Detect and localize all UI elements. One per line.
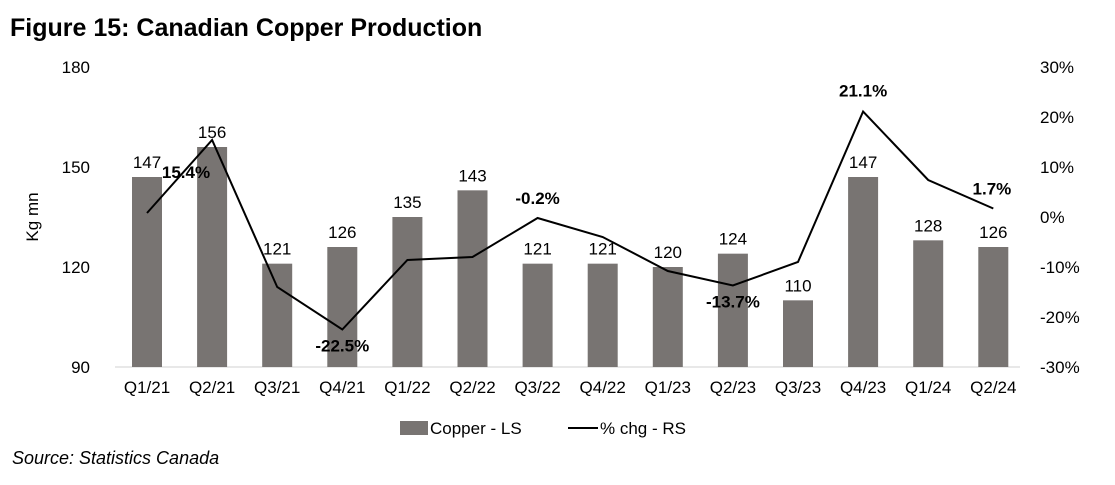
line-data-label: 21.1%	[839, 82, 887, 101]
x-tick-label: Q2/21	[189, 378, 235, 397]
bar-data-label: 147	[849, 153, 877, 172]
x-tick-label: Q3/21	[254, 378, 300, 397]
bar	[327, 247, 358, 367]
chart-title: Figure 15: Canadian Copper Production	[10, 14, 483, 42]
left-tick-label: 90	[71, 358, 90, 377]
left-tick-label: 150	[62, 158, 90, 177]
right-tick-label: 0%	[1040, 208, 1065, 227]
bar	[262, 263, 293, 367]
bar-data-label: 120	[654, 243, 682, 262]
bar	[848, 177, 879, 367]
bar-data-label: 121	[523, 240, 551, 259]
bar	[717, 253, 748, 367]
x-tick-label: Q3/22	[514, 378, 560, 397]
left-tick-label: 180	[62, 58, 90, 77]
right-tick-label: 30%	[1040, 58, 1074, 77]
x-tick-label: Q2/23	[710, 378, 756, 397]
bar-data-label: 124	[719, 230, 747, 249]
bar	[913, 240, 944, 367]
right-tick-label: 10%	[1040, 158, 1074, 177]
bar-data-label: 126	[979, 223, 1007, 242]
x-tick-label: Q2/22	[449, 378, 495, 397]
right-tick-label: 20%	[1040, 108, 1074, 127]
x-tick-label: Q3/23	[775, 378, 821, 397]
x-tick-label: Q1/23	[645, 378, 691, 397]
left-tick-label: 120	[62, 258, 90, 277]
right-tick-label: -30%	[1040, 358, 1080, 377]
line-data-label: 15.4%	[162, 163, 210, 182]
bar-data-label: 156	[198, 123, 226, 142]
bar	[132, 177, 162, 367]
legend-swatch-bar	[400, 421, 428, 435]
line-data-label: -13.7%	[706, 293, 760, 312]
bar-data-label: 143	[458, 166, 486, 185]
bar	[197, 147, 228, 367]
bar-data-label: 126	[328, 223, 356, 242]
bar-data-label: 121	[263, 240, 291, 259]
bar	[457, 190, 488, 367]
bar-data-label: 110	[784, 276, 811, 295]
x-tick-label: Q4/22	[580, 378, 626, 397]
line-data-label: -0.2%	[515, 189, 559, 208]
x-tick-label: Q4/23	[840, 378, 886, 397]
left-axis-title: Kg mn	[23, 192, 42, 241]
bar-data-label: 121	[589, 240, 617, 259]
bar	[587, 263, 618, 367]
x-tick-label: Q2/24	[970, 378, 1016, 397]
bar	[652, 267, 683, 367]
line-data-label: -22.5%	[315, 337, 369, 356]
bar	[783, 300, 813, 367]
right-tick-label: -10%	[1040, 258, 1080, 277]
legend-label-line: % chg - RS	[600, 419, 686, 438]
legend-label-bar: Copper - LS	[430, 419, 522, 438]
x-tick-label: Q4/21	[319, 378, 365, 397]
bar	[978, 247, 1009, 367]
x-tick-label: Q1/21	[124, 378, 170, 397]
chart-source: Source: Statistics Canada	[12, 448, 220, 468]
bar-data-label: 147	[133, 153, 161, 172]
bar	[522, 263, 553, 367]
line-series	[146, 109, 994, 331]
line-data-label: 1.7%	[973, 180, 1012, 199]
x-tick-label: Q1/22	[384, 378, 430, 397]
bar-data-label: 135	[393, 193, 421, 212]
bar-data-label: 128	[914, 216, 942, 235]
right-tick-label: -20%	[1040, 308, 1080, 327]
x-tick-label: Q1/24	[905, 378, 951, 397]
bar	[392, 217, 423, 367]
